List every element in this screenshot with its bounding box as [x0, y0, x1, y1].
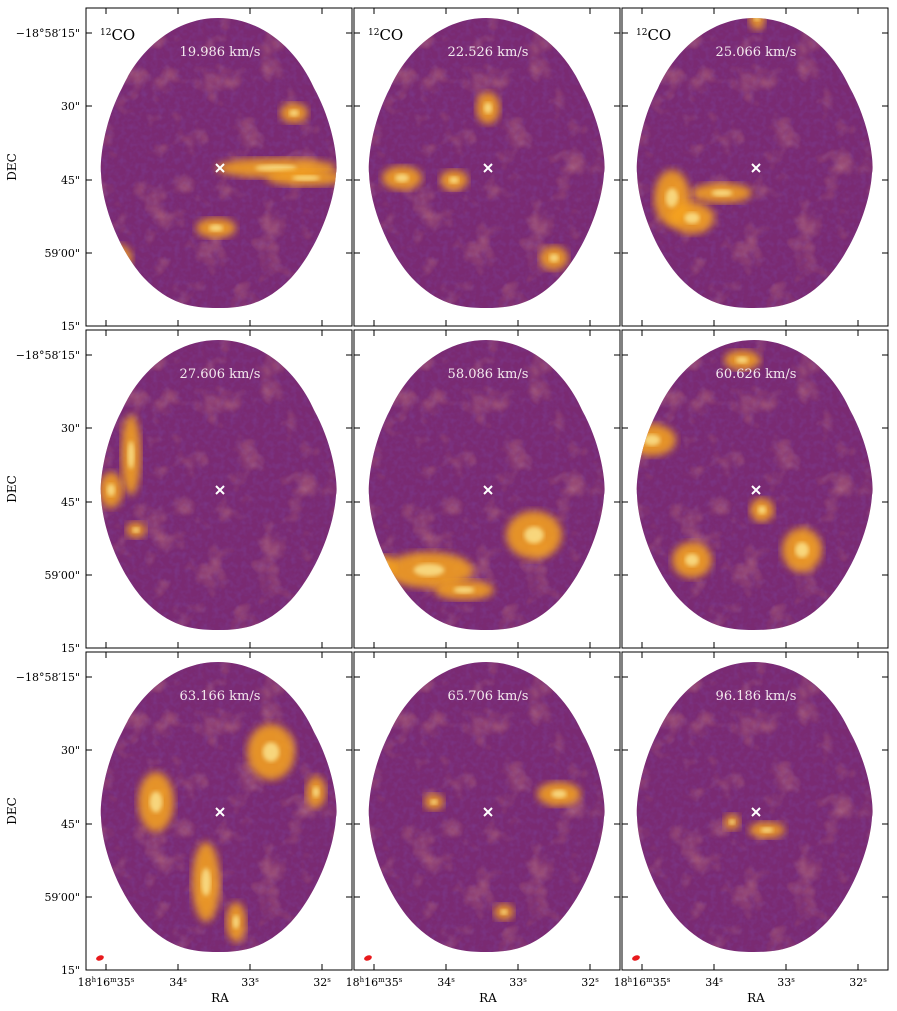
center-marker [483, 807, 493, 817]
dec-axis-label: DEC [5, 475, 19, 503]
channel-panel: 19.986 km/s 12CO [85, 7, 353, 327]
ra-tick-label: 18h16m35s [614, 976, 671, 989]
channel-panel: 27.606 km/s [85, 329, 353, 649]
beam-ellipse [632, 955, 640, 961]
center-marker [215, 485, 225, 495]
ra-tick-label: 33s [777, 976, 795, 989]
panel-frame [353, 7, 621, 327]
intensity-map [636, 662, 873, 952]
ra-tick-label: 32s [581, 976, 599, 989]
ra-tick-label: 33s [241, 976, 259, 989]
velocity-label: 63.166 km/s [180, 689, 261, 704]
ra-tick-label: 32s [849, 976, 867, 989]
intensity-map [100, 662, 337, 952]
panel-frame [621, 329, 889, 649]
intensity-map [636, 18, 873, 308]
emission-feature [372, 555, 396, 575]
channel-panel: 25.066 km/s 12CO [621, 7, 889, 327]
channel-panel: 63.166 km/s [85, 651, 353, 971]
dec-tick-label: 59′00" [44, 569, 80, 582]
emission-feature [749, 18, 765, 30]
velocity-label: 22.526 km/s [448, 45, 529, 60]
dec-tick-label: −18°58′15" [16, 349, 80, 362]
dec-tick-label: 45" [61, 496, 80, 509]
velocity-label: 19.986 km/s [180, 45, 261, 60]
dec-tick-label: 59′00" [44, 891, 80, 904]
ra-tick-label: 34s [705, 976, 723, 989]
ra-tick-label: 34s [169, 976, 187, 989]
molecule-label: 12CO [636, 26, 671, 44]
ra-axis-label: RA [211, 991, 229, 1005]
velocity-label: 58.086 km/s [448, 367, 529, 382]
center-marker [215, 163, 225, 173]
channel-panel: 22.526 km/s 12CO [353, 7, 621, 327]
channel-panel: 58.086 km/s [353, 329, 621, 649]
ra-axis-label: RA [479, 991, 497, 1005]
dec-tick-label: 15" [61, 320, 80, 333]
channel-panel: 96.186 km/s [621, 651, 889, 971]
panel-frame [621, 7, 889, 327]
molecule-label: 12CO [368, 26, 403, 44]
panel-frame [353, 651, 621, 971]
velocity-label: 60.626 km/s [716, 367, 797, 382]
molecule-label: 12CO [100, 26, 135, 44]
velocity-label: 25.066 km/s [716, 45, 797, 60]
panel-frame [353, 329, 621, 649]
dec-tick-label: 30" [61, 100, 80, 113]
ra-tick-label: 34s [437, 976, 455, 989]
ra-tick-label: 18h16m35s [78, 976, 135, 989]
velocity-label: 27.606 km/s [180, 367, 261, 382]
dec-tick-label: −18°58′15" [16, 27, 80, 40]
channel-panel: 60.626 km/s [621, 329, 889, 649]
beam-ellipse [364, 955, 372, 961]
dec-tick-label: −18°58′15" [16, 671, 80, 684]
center-marker [483, 485, 493, 495]
dec-tick-label: 59′00" [44, 247, 80, 260]
panel-frame [621, 651, 889, 971]
dec-axis-label: DEC [5, 797, 19, 825]
center-marker [751, 485, 761, 495]
velocity-label: 65.706 km/s [448, 689, 529, 704]
ra-tick-label: 33s [509, 976, 527, 989]
dec-tick-label: 15" [61, 642, 80, 655]
beam-ellipse [96, 955, 104, 961]
dec-axis-label: DEC [5, 153, 19, 181]
dec-tick-label: 30" [61, 422, 80, 435]
center-marker [483, 163, 493, 173]
dec-tick-label: 15" [61, 964, 80, 977]
velocity-label: 96.186 km/s [716, 689, 797, 704]
channel-panel: 65.706 km/s [353, 651, 621, 971]
intensity-map [368, 662, 605, 952]
dec-tick-label: 45" [61, 818, 80, 831]
center-marker [751, 163, 761, 173]
ra-tick-label: 18h16m35s [346, 976, 403, 989]
intensity-map [100, 340, 337, 630]
ra-tick-label: 32s [313, 976, 331, 989]
intensity-map [368, 340, 605, 630]
center-marker [751, 807, 761, 817]
dec-tick-label: 45" [61, 174, 80, 187]
panel-frame [85, 7, 353, 327]
emission-feature [100, 244, 132, 272]
intensity-map [636, 340, 873, 630]
panel-frame [85, 651, 353, 971]
ra-axis-label: RA [747, 991, 765, 1005]
panel-frame [85, 329, 353, 649]
intensity-map [368, 18, 605, 308]
center-marker [215, 807, 225, 817]
dec-tick-label: 30" [61, 744, 80, 757]
